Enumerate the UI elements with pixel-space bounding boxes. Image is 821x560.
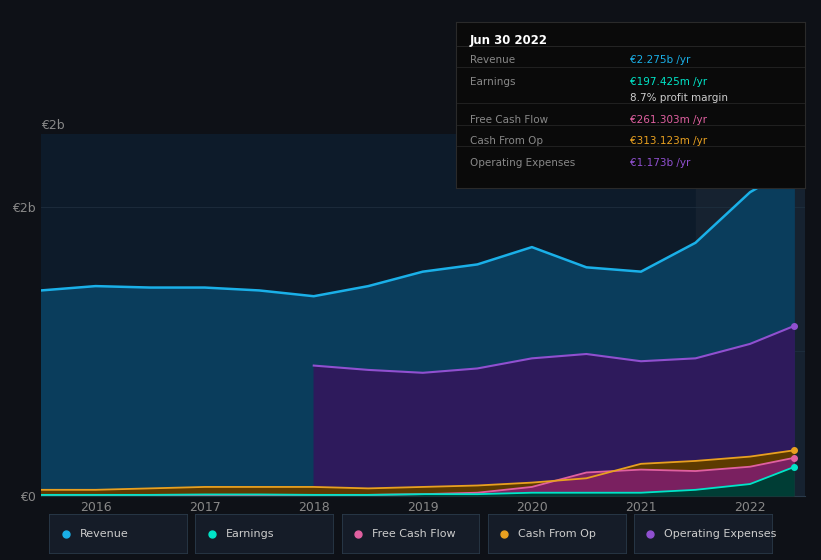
Text: Earnings: Earnings	[226, 529, 274, 539]
Text: Revenue: Revenue	[470, 55, 515, 66]
Text: Cash From Op: Cash From Op	[470, 137, 543, 146]
Text: Operating Expenses: Operating Expenses	[664, 529, 777, 539]
Text: Revenue: Revenue	[80, 529, 128, 539]
Text: Operating Expenses: Operating Expenses	[470, 158, 575, 168]
Bar	[695, 134, 815, 496]
Text: Jun 30 2022: Jun 30 2022	[470, 34, 548, 47]
Text: €197.425m /yr: €197.425m /yr	[631, 77, 707, 87]
Text: €261.303m /yr: €261.303m /yr	[631, 115, 707, 125]
Text: Free Cash Flow: Free Cash Flow	[372, 529, 456, 539]
Text: €313.123m /yr: €313.123m /yr	[631, 137, 707, 146]
Text: €2b: €2b	[41, 119, 65, 132]
Text: 8.7% profit margin: 8.7% profit margin	[631, 94, 728, 104]
Text: €1.173b /yr: €1.173b /yr	[631, 158, 690, 168]
Text: Free Cash Flow: Free Cash Flow	[470, 115, 548, 125]
Text: Cash From Op: Cash From Op	[518, 529, 596, 539]
Text: €2.275b /yr: €2.275b /yr	[631, 55, 690, 66]
Text: Earnings: Earnings	[470, 77, 515, 87]
